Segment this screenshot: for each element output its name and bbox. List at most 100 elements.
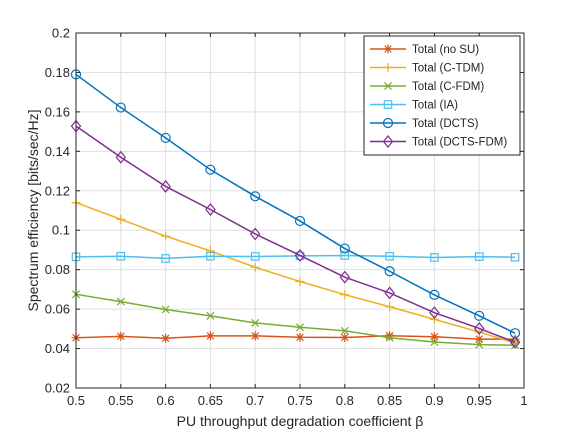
data-point xyxy=(474,252,484,261)
data-point xyxy=(340,333,350,343)
data-point xyxy=(474,310,485,321)
data-point xyxy=(115,102,126,113)
data-point xyxy=(384,266,395,277)
y-tick-label: 0.1 xyxy=(52,223,70,238)
x-tick-label: 0.55 xyxy=(108,393,133,408)
data-point xyxy=(205,203,216,216)
x-tick-label: 0.85 xyxy=(377,393,402,408)
data-point xyxy=(385,333,394,342)
data-point xyxy=(429,332,439,342)
series-1 xyxy=(71,198,520,348)
data-point xyxy=(116,331,126,341)
y-tick-label: 0.02 xyxy=(45,381,70,396)
data-point xyxy=(510,252,520,262)
data-point xyxy=(116,214,126,224)
legend-label: Total (no SU) xyxy=(412,44,479,56)
data-point xyxy=(384,286,395,300)
data-point xyxy=(206,251,215,261)
legend-marker xyxy=(382,135,394,148)
data-point xyxy=(430,338,439,347)
data-point xyxy=(339,270,351,284)
y-tick-label: 0.06 xyxy=(45,302,70,317)
x-tick-label: 0.8 xyxy=(336,393,354,408)
x-tick-label: 0.65 xyxy=(198,393,223,408)
legend-label: Total (C-FDM) xyxy=(412,81,484,93)
data-point xyxy=(473,321,485,335)
data-point xyxy=(385,331,395,341)
data-point xyxy=(116,297,125,306)
y-tick-label: 0.14 xyxy=(45,144,70,159)
data-point xyxy=(295,277,305,286)
data-point xyxy=(205,164,216,175)
data-point xyxy=(295,323,305,332)
y-tick-label: 0.2 xyxy=(52,26,70,41)
data-point xyxy=(249,227,261,241)
data-point xyxy=(340,326,349,335)
legend-box xyxy=(363,35,521,156)
data-point xyxy=(250,331,260,341)
y-tick-label: 0.18 xyxy=(45,65,70,80)
data-point xyxy=(340,290,350,300)
series-layer xyxy=(70,69,521,350)
x-tick-label: 0.75 xyxy=(287,393,312,408)
data-point xyxy=(474,334,484,344)
data-point xyxy=(161,254,170,263)
data-point xyxy=(429,314,439,324)
data-point xyxy=(116,251,126,261)
legend-item: Total (IA) xyxy=(370,100,458,112)
data-point xyxy=(161,305,170,314)
legend-marker xyxy=(383,100,393,109)
series-line xyxy=(75,73,516,334)
x-tick-label: 1 xyxy=(520,393,527,408)
legend-item: Total (C-FDM) xyxy=(370,81,484,93)
legend-marker xyxy=(383,44,393,54)
legend-item: Total (DCTS-FDM) xyxy=(370,135,507,149)
series-line xyxy=(75,125,516,343)
legend-marker xyxy=(383,63,393,72)
data-point xyxy=(429,289,440,301)
legend-item: Total (no SU) xyxy=(370,44,479,56)
x-tick-label: 0.7 xyxy=(246,393,264,408)
data-point xyxy=(430,253,439,262)
series-5 xyxy=(70,119,521,349)
y-tick-label: 0.04 xyxy=(45,341,70,356)
data-point xyxy=(250,252,260,261)
data-point xyxy=(250,191,261,202)
legend-label: Total (C-TDM) xyxy=(412,63,484,75)
data-point xyxy=(295,332,305,342)
data-point xyxy=(511,341,520,350)
legend-item: Total (DCTS) xyxy=(370,117,479,130)
data-point xyxy=(160,132,171,144)
x-tick-label: 0.9 xyxy=(425,393,443,408)
legend-marker xyxy=(383,81,393,91)
x-tick-label: 0.5 xyxy=(67,393,85,408)
x-axis-title: PU throughput degradation coefficient β xyxy=(177,413,424,429)
data-point xyxy=(205,331,215,341)
y-axis-title: Spectrum efficiency [bits/sec/Hz] xyxy=(25,109,41,311)
legend-label: Total (DCTS) xyxy=(412,118,479,130)
data-point xyxy=(294,249,306,262)
x-tick-label: 0.6 xyxy=(157,393,175,408)
data-point xyxy=(251,318,260,327)
data-point xyxy=(429,306,440,320)
legend-label: Total (IA) xyxy=(412,100,458,112)
data-point xyxy=(115,150,127,164)
data-point xyxy=(161,231,171,241)
y-tick-label: 0.12 xyxy=(45,183,70,198)
x-tick-label: 0.95 xyxy=(467,393,492,408)
data-point xyxy=(160,179,171,193)
series-2 xyxy=(71,290,520,350)
data-point xyxy=(206,311,215,320)
legend-marker xyxy=(382,117,394,129)
y-tick-label: 0.16 xyxy=(45,104,70,119)
data-point xyxy=(340,251,350,260)
data-point xyxy=(205,246,215,256)
data-point xyxy=(161,333,171,343)
legend-item: Total (C-TDM) xyxy=(370,63,484,75)
data-point xyxy=(250,262,260,272)
data-point xyxy=(385,251,394,261)
data-point xyxy=(385,302,395,312)
legend-label: Total (DCTS-FDM) xyxy=(412,137,507,149)
data-point xyxy=(475,340,484,349)
